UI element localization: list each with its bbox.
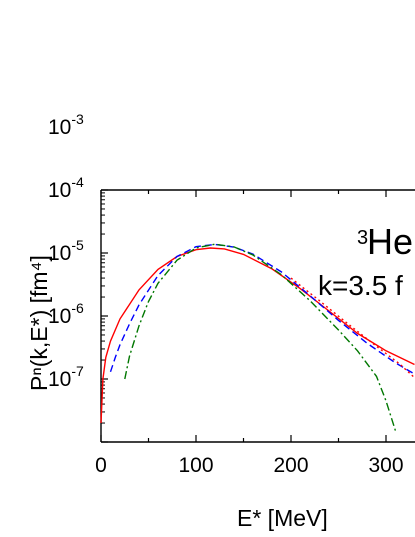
y-tick-labels: 10-3 10-4 10-5 10-6 10-7 (48, 111, 84, 391)
x-tick-label: 100 (178, 454, 213, 477)
x-tick-label: 200 (273, 454, 308, 477)
series-line-1 (100, 247, 415, 424)
nucleus-label: He (367, 221, 413, 262)
x-axis-title: E* [MeV] (237, 505, 328, 531)
series-line-2 (109, 243, 415, 375)
y-tick-label: 10-4 (48, 174, 84, 202)
series-line-3 (290, 277, 415, 379)
momentum-label: k=3.5 f (318, 270, 403, 301)
y-tick-label: 10-7 (48, 363, 84, 391)
x-tick-label: 0 (95, 454, 107, 477)
x-tick-labels: 0 100 200 300 (95, 454, 403, 477)
y-axis-title: Pⁿ(k,E*) [fm⁴] (26, 255, 52, 391)
series-line-4 (124, 243, 397, 432)
y-tick-label: 10-6 (48, 300, 84, 328)
x-tick-label: 300 (368, 454, 403, 477)
series-lines (100, 243, 415, 432)
nucleus-superscript: 3 (357, 227, 368, 249)
tick-marks (100, 189, 387, 443)
y-tick-label: 10-5 (48, 237, 84, 265)
y-tick-label: 10-3 (48, 111, 84, 139)
